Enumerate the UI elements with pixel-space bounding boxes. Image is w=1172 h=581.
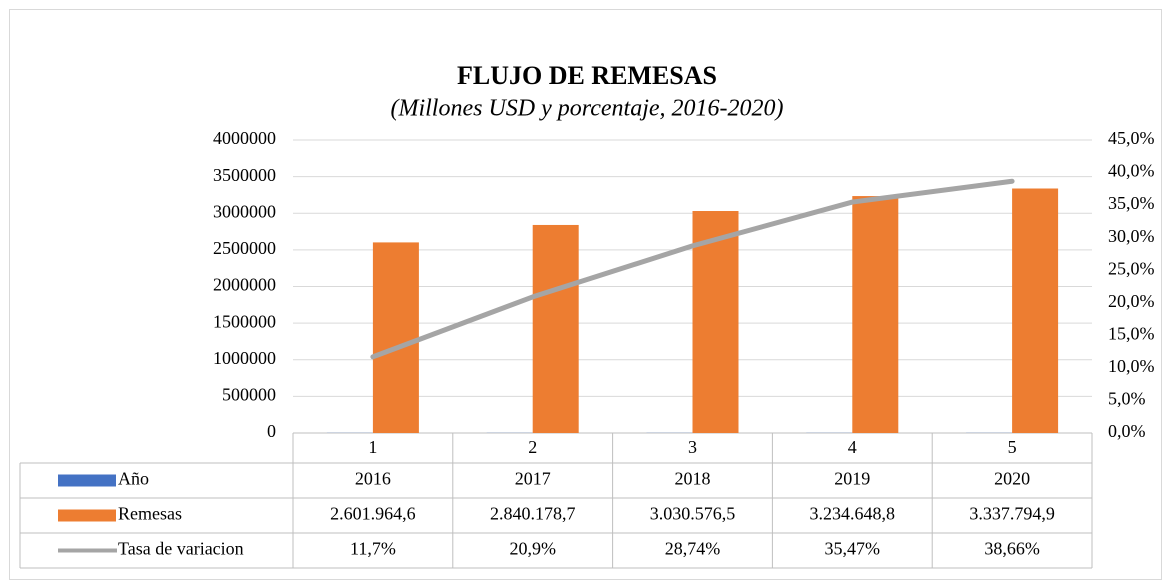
table-cell: 38,66% — [984, 539, 1040, 559]
table-cell: 2016 — [355, 469, 391, 489]
legend-label: Remesas — [118, 504, 182, 524]
legend-label: Año — [118, 469, 149, 489]
legend-label: Tasa de variacion — [118, 539, 244, 559]
bar — [852, 196, 899, 433]
table-cell: 2019 — [834, 469, 870, 489]
table-cell: 2020 — [994, 469, 1030, 489]
legend-key — [58, 474, 116, 487]
bar — [692, 211, 739, 433]
table-cell: 3.337.794,9 — [969, 504, 1055, 524]
y-tick-label: 1000000 — [213, 348, 276, 368]
x-tick-label: 4 — [848, 437, 857, 457]
y-tick-label: 0 — [267, 421, 276, 441]
bar — [1012, 188, 1059, 433]
y2-tick-label: 25,0% — [1108, 258, 1155, 278]
table-cell: 2.601.964,6 — [330, 504, 416, 524]
bar — [532, 224, 579, 433]
table-cell: 2017 — [515, 469, 551, 489]
chart-border — [9, 9, 1162, 580]
y2-tick-label: 30,0% — [1108, 226, 1155, 246]
y2-tick-label: 40,0% — [1108, 161, 1155, 181]
legend-key — [58, 509, 116, 522]
y2-tick-label: 45,0% — [1108, 128, 1155, 148]
table-cell: 11,7% — [350, 539, 396, 559]
x-tick-label: 5 — [1008, 437, 1017, 457]
y2-tick-label: 0,0% — [1108, 421, 1146, 441]
chart-title: FLUJO DE REMESAS — [457, 61, 717, 90]
y2-tick-label: 10,0% — [1108, 356, 1155, 376]
x-tick-label: 1 — [368, 437, 377, 457]
y-tick-label: 2000000 — [213, 275, 276, 295]
line — [370, 178, 1015, 360]
y-tick-label: 4000000 — [213, 128, 276, 148]
y-tick-label: 500000 — [222, 385, 276, 405]
bar — [372, 242, 419, 433]
table-cell: 2.840.178,7 — [490, 504, 576, 524]
table-cell: 3.030.576,5 — [650, 504, 736, 524]
y-tick-label: 1500000 — [213, 311, 276, 331]
table-cell: 3.234.648,8 — [810, 504, 896, 524]
y2-tick-label: 35,0% — [1108, 193, 1155, 213]
y-tick-label: 2500000 — [213, 238, 276, 258]
table-cell: 28,74% — [665, 539, 721, 559]
y2-tick-label: 20,0% — [1108, 291, 1155, 311]
y2-tick-label: 15,0% — [1108, 323, 1155, 343]
chart-subtitle: (Millones USD y porcentaje, 2016-2020) — [390, 96, 783, 122]
y-tick-label: 3000000 — [213, 201, 276, 221]
table-cell: 2018 — [675, 469, 711, 489]
x-tick-label: 3 — [688, 437, 697, 457]
y2-tick-label: 5,0% — [1108, 389, 1146, 409]
table-cell: 35,47% — [825, 539, 881, 559]
x-tick-label: 2 — [528, 437, 537, 457]
table-cell: 20,9% — [509, 539, 556, 559]
y-tick-label: 3500000 — [213, 165, 276, 185]
